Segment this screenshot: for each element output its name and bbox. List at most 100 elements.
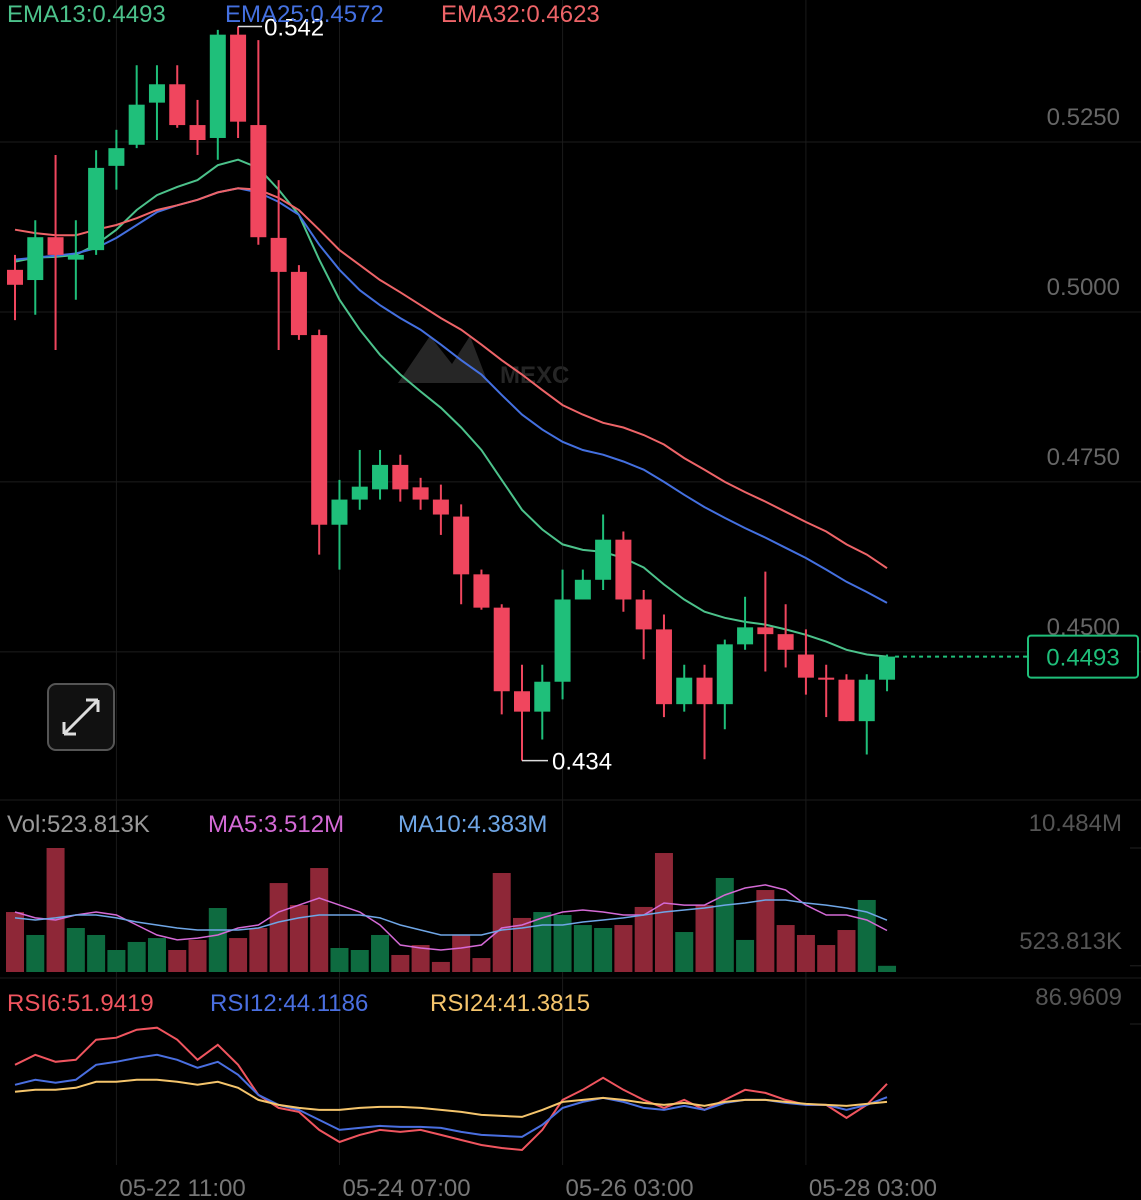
volume-bar	[756, 890, 775, 972]
volume-bar	[533, 912, 552, 972]
volume-bar	[472, 958, 491, 972]
candle-body	[412, 487, 429, 500]
candle-body	[514, 691, 530, 712]
volume-bar	[249, 928, 268, 972]
volume-bar	[492, 873, 511, 972]
candle-body	[47, 237, 64, 255]
volume-bar	[817, 945, 836, 972]
volume-bar	[350, 950, 369, 972]
volume-bar	[736, 939, 755, 972]
volume-bar	[168, 950, 187, 972]
watermark-logo	[398, 336, 488, 383]
candle-body	[27, 237, 44, 281]
expand-button[interactable]	[47, 683, 115, 751]
legend-entry: EMA13:0.4493	[7, 1, 166, 28]
legend-entry: RSI12:44.1186	[210, 990, 368, 1017]
candle-body	[879, 656, 896, 680]
legend-entry: Vol:523.813K	[7, 811, 150, 838]
candle-body	[270, 237, 287, 272]
candle-body	[311, 335, 328, 525]
candle-body	[148, 84, 165, 103]
x-tick-label: 05-26 03:00	[566, 1175, 694, 1200]
volume-bar	[634, 906, 653, 972]
x-tick-label: 05-24 07:00	[342, 1175, 470, 1200]
candle-body	[250, 125, 267, 238]
legend-entry: RSI24:41.3815	[430, 990, 590, 1017]
candle-body	[7, 269, 23, 285]
volume-bar	[513, 917, 531, 972]
candle-body	[128, 104, 145, 145]
candle-body	[372, 464, 389, 490]
indicator-line	[14, 158, 888, 658]
candle-body	[209, 34, 226, 138]
volume-bar	[289, 905, 308, 972]
candle-body	[473, 574, 490, 608]
indicator-line	[14, 884, 888, 951]
volume-bar	[715, 877, 734, 972]
candle-body	[554, 599, 571, 682]
y-tick-label: 0.5250	[1047, 104, 1120, 131]
candle-body	[595, 539, 612, 580]
candle-body	[635, 599, 652, 630]
x-tick-label: 05-28 03:00	[809, 1175, 937, 1200]
y-tick-label: 0.5000	[1047, 274, 1120, 301]
indicator-line	[14, 187, 888, 570]
last-price-label: 0.4493	[1046, 645, 1119, 672]
candle-body	[716, 644, 733, 705]
candle-body	[67, 254, 84, 260]
expand-icon[interactable]	[62, 698, 100, 736]
volume-bar	[776, 925, 795, 972]
volume-bar	[675, 932, 694, 972]
candle-body	[777, 634, 794, 650]
candle-body	[493, 607, 510, 692]
indicator-line	[14, 1078, 888, 1118]
volume-bar	[127, 941, 146, 972]
volume-bar	[269, 883, 288, 972]
volume-bar	[878, 965, 897, 972]
last-price-tag	[1027, 634, 1139, 679]
candle-body	[858, 679, 875, 722]
candle-body	[432, 499, 449, 515]
volume-bar	[573, 925, 592, 972]
volume-bar	[310, 868, 329, 972]
legend-entry: EMA25:0.4572	[225, 1, 384, 28]
candle-body	[169, 84, 186, 126]
candle-body	[838, 679, 855, 722]
volume-bar	[330, 947, 349, 972]
legend-entry: RSI6:51.9419	[7, 990, 154, 1017]
volume-bar	[371, 934, 390, 972]
volume-bar	[6, 912, 24, 972]
volume-bar	[229, 938, 248, 972]
candle-body	[351, 486, 368, 500]
candle-body	[331, 499, 348, 525]
volume-bar	[208, 908, 227, 972]
candle-body	[88, 167, 105, 251]
max-label: 0.542	[264, 15, 324, 42]
volume-bar	[66, 928, 85, 972]
candle-body	[655, 629, 672, 705]
y-tick-label: 10.484M	[1029, 810, 1122, 837]
legend-entry: MA10:4.383M	[398, 811, 547, 838]
candle-body	[757, 627, 774, 635]
candle-body	[574, 579, 591, 600]
volume-bar	[26, 934, 45, 972]
candle-body	[392, 464, 409, 490]
volume-bar	[431, 961, 450, 972]
legend-entry: MA5:3.512M	[208, 811, 344, 838]
y-tick-label: 86.9609	[1035, 984, 1122, 1011]
candle-body	[818, 677, 835, 680]
volume-bar	[107, 950, 126, 972]
y-tick-label: 523.813K	[1019, 928, 1122, 955]
volume-bar	[411, 945, 430, 972]
volume-bar	[553, 914, 572, 972]
candle-body	[696, 677, 713, 705]
indicator-line	[14, 899, 888, 936]
candle-body	[737, 627, 754, 645]
candle-body	[290, 271, 307, 336]
legend-entry: EMA32:0.4623	[441, 1, 600, 28]
candle-body	[453, 516, 470, 575]
indicator-line	[14, 1026, 888, 1152]
volume-bar	[391, 954, 410, 972]
